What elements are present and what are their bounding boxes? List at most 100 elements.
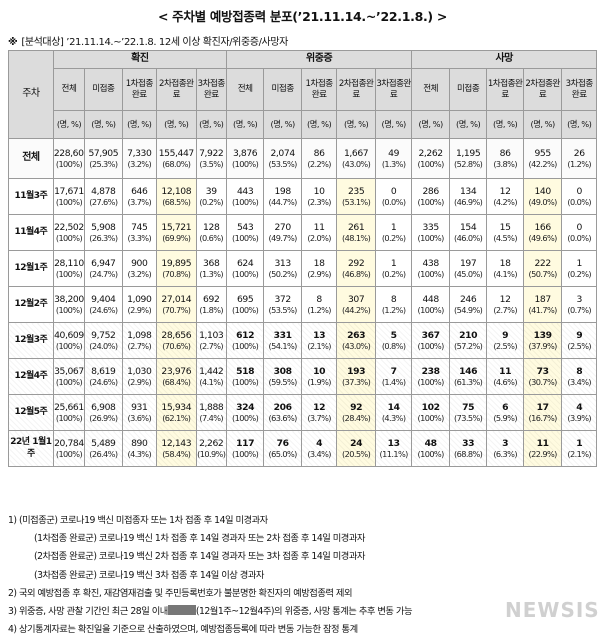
table-cell: 1,442 (4.1%) — [195, 358, 227, 395]
cell-count: 12 — [499, 293, 511, 305]
cell-count: 367 — [421, 329, 440, 341]
table-cell: 15,721 (69.9%) — [155, 214, 197, 251]
table-cell: 222 (50.7%) — [522, 250, 563, 287]
cell-percent: (0.2%) — [199, 197, 224, 208]
vaccination-table: 주차 확진 위중증 사망 전체 미접종 1차접종완료 2차접종완료 3차접종완료 전체 미접종 1차접… — [8, 50, 597, 467]
week-label: 전체 — [8, 138, 54, 179]
unit-header: (명, %) — [84, 110, 123, 139]
table-cell: 1,888 (7.4%) — [195, 394, 227, 431]
cell-count: 139 — [533, 329, 552, 341]
table-cell: 5,489 (26.4%) — [84, 430, 123, 467]
cell-count: 17,671 — [54, 185, 84, 197]
cell-percent: (2.5%) — [493, 341, 517, 352]
cell-count: 2,262 — [199, 437, 224, 449]
table-cell: 313 (50.2%) — [263, 250, 302, 287]
cell-count: 331 — [273, 329, 292, 341]
cell-count: 35,067 — [54, 365, 84, 377]
table-cell: 24 (20.5%) — [336, 430, 376, 467]
table-cell: 0 (0.0%) — [374, 178, 413, 215]
cell-count: 9 — [502, 329, 509, 341]
cell-percent: (16.7%) — [528, 413, 558, 424]
table-row: 22년 1월1주 20,784 (100%) 5,489 (26.4%) 890 (4.3%… — [8, 430, 597, 467]
table-cell: 23,976 (68.4%) — [155, 358, 197, 395]
cell-percent: (100%) — [417, 413, 445, 424]
unit-header: (명, %) — [225, 110, 265, 139]
cell-count: 155,447 — [158, 147, 195, 159]
cell-count: 6 — [502, 401, 509, 413]
cell-count: 7,330 — [127, 147, 152, 159]
cell-percent: (54.9%) — [454, 305, 483, 316]
cell-count: 10 — [313, 185, 325, 197]
table-cell: 166 (49.6%) — [522, 214, 563, 251]
table-row: 12월5주 25,661 (100%) 6,908 (26.9%) 931 (3.6%) 15… — [8, 394, 597, 431]
table-cell: 187 (41.7%) — [522, 286, 563, 323]
cell-percent: (68.5%) — [162, 197, 191, 208]
cell-count: 1 — [576, 257, 582, 269]
cell-count: 134 — [459, 185, 477, 197]
table-cell: 134 (46.9%) — [448, 178, 488, 215]
group-header: 위중증 — [225, 50, 413, 69]
column-header: 3차접종완료 — [374, 68, 413, 111]
cell-percent: (100%) — [55, 341, 83, 352]
cell-count: 17 — [536, 401, 549, 413]
cell-count: 12 — [499, 185, 511, 197]
cell-count: 86 — [499, 147, 511, 159]
cell-percent: (24.6%) — [89, 305, 118, 316]
cell-count: 28,110 — [54, 257, 84, 269]
cell-percent: (46.8%) — [342, 269, 371, 280]
cell-count: 39 — [205, 185, 217, 197]
cell-count: 20,784 — [54, 437, 84, 449]
cell-percent: (2.7%) — [127, 341, 152, 352]
week-label: 11월3주 — [8, 178, 54, 215]
cell-percent: (3.6%) — [127, 413, 152, 424]
cell-percent: (63.6%) — [268, 413, 298, 424]
cell-count: 0 — [576, 185, 582, 197]
cell-percent: (52.8%) — [454, 159, 483, 170]
cell-percent: (7.4%) — [199, 413, 224, 424]
table-cell: 7 (1.4%) — [374, 358, 413, 395]
cell-percent: (2.9%) — [127, 305, 152, 316]
cell-count: 8,619 — [91, 365, 116, 377]
cell-count: 8 — [390, 293, 397, 305]
cell-percent: (43.0%) — [342, 341, 371, 352]
table-cell: 6 (5.9%) — [486, 394, 524, 431]
cell-percent: (26.4%) — [89, 449, 118, 460]
table-cell: 292 (46.8%) — [336, 250, 376, 287]
cell-count: 228,604 — [53, 147, 84, 159]
cell-count: 5,489 — [91, 437, 116, 449]
cell-count: 13 — [387, 437, 400, 449]
cell-count: 238 — [421, 365, 440, 377]
cell-percent: (37.9%) — [528, 341, 558, 352]
cell-percent: (0.2%) — [381, 233, 406, 244]
table-cell: 448 (100%) — [411, 286, 450, 323]
cell-percent: (100%) — [232, 449, 259, 460]
cell-percent: (27.6%) — [89, 197, 118, 208]
table-cell: 11 (22.9%) — [522, 430, 563, 467]
cell-percent: (3.2%) — [127, 159, 152, 170]
cell-count: 4 — [316, 437, 323, 449]
cell-count: 9 — [576, 329, 583, 341]
table-cell: 438 (100%) — [411, 250, 450, 287]
cell-count: 263 — [347, 329, 366, 341]
cell-count: 646 — [131, 185, 148, 197]
group-header: 확진 — [52, 50, 227, 69]
table-cell: 368 (1.3%) — [195, 250, 227, 287]
table-cell: 8 (1.2%) — [374, 286, 413, 323]
cell-percent: (100%) — [417, 305, 445, 316]
cell-percent: (100%) — [417, 233, 445, 244]
table-cell: 49 (1.3%) — [374, 138, 413, 179]
table-cell: 8 (3.4%) — [561, 358, 597, 395]
reference-mark: ※ — [8, 37, 18, 48]
cell-count: 15 — [499, 221, 511, 233]
cell-count: 48 — [424, 437, 437, 449]
column-header: 미접종 — [84, 68, 123, 111]
cell-percent: (100%) — [55, 377, 83, 388]
cell-percent: (2.1%) — [567, 449, 591, 460]
cell-count: 292 — [347, 257, 365, 269]
cell-count: 6,908 — [91, 401, 116, 413]
column-header: 1차접종완료 — [486, 68, 524, 111]
cell-count: 438 — [422, 257, 439, 269]
table-cell: 2,074 (53.5%) — [263, 138, 302, 179]
table-cell: 139 (37.9%) — [522, 322, 563, 359]
unit-header: (명, %) — [121, 110, 157, 139]
